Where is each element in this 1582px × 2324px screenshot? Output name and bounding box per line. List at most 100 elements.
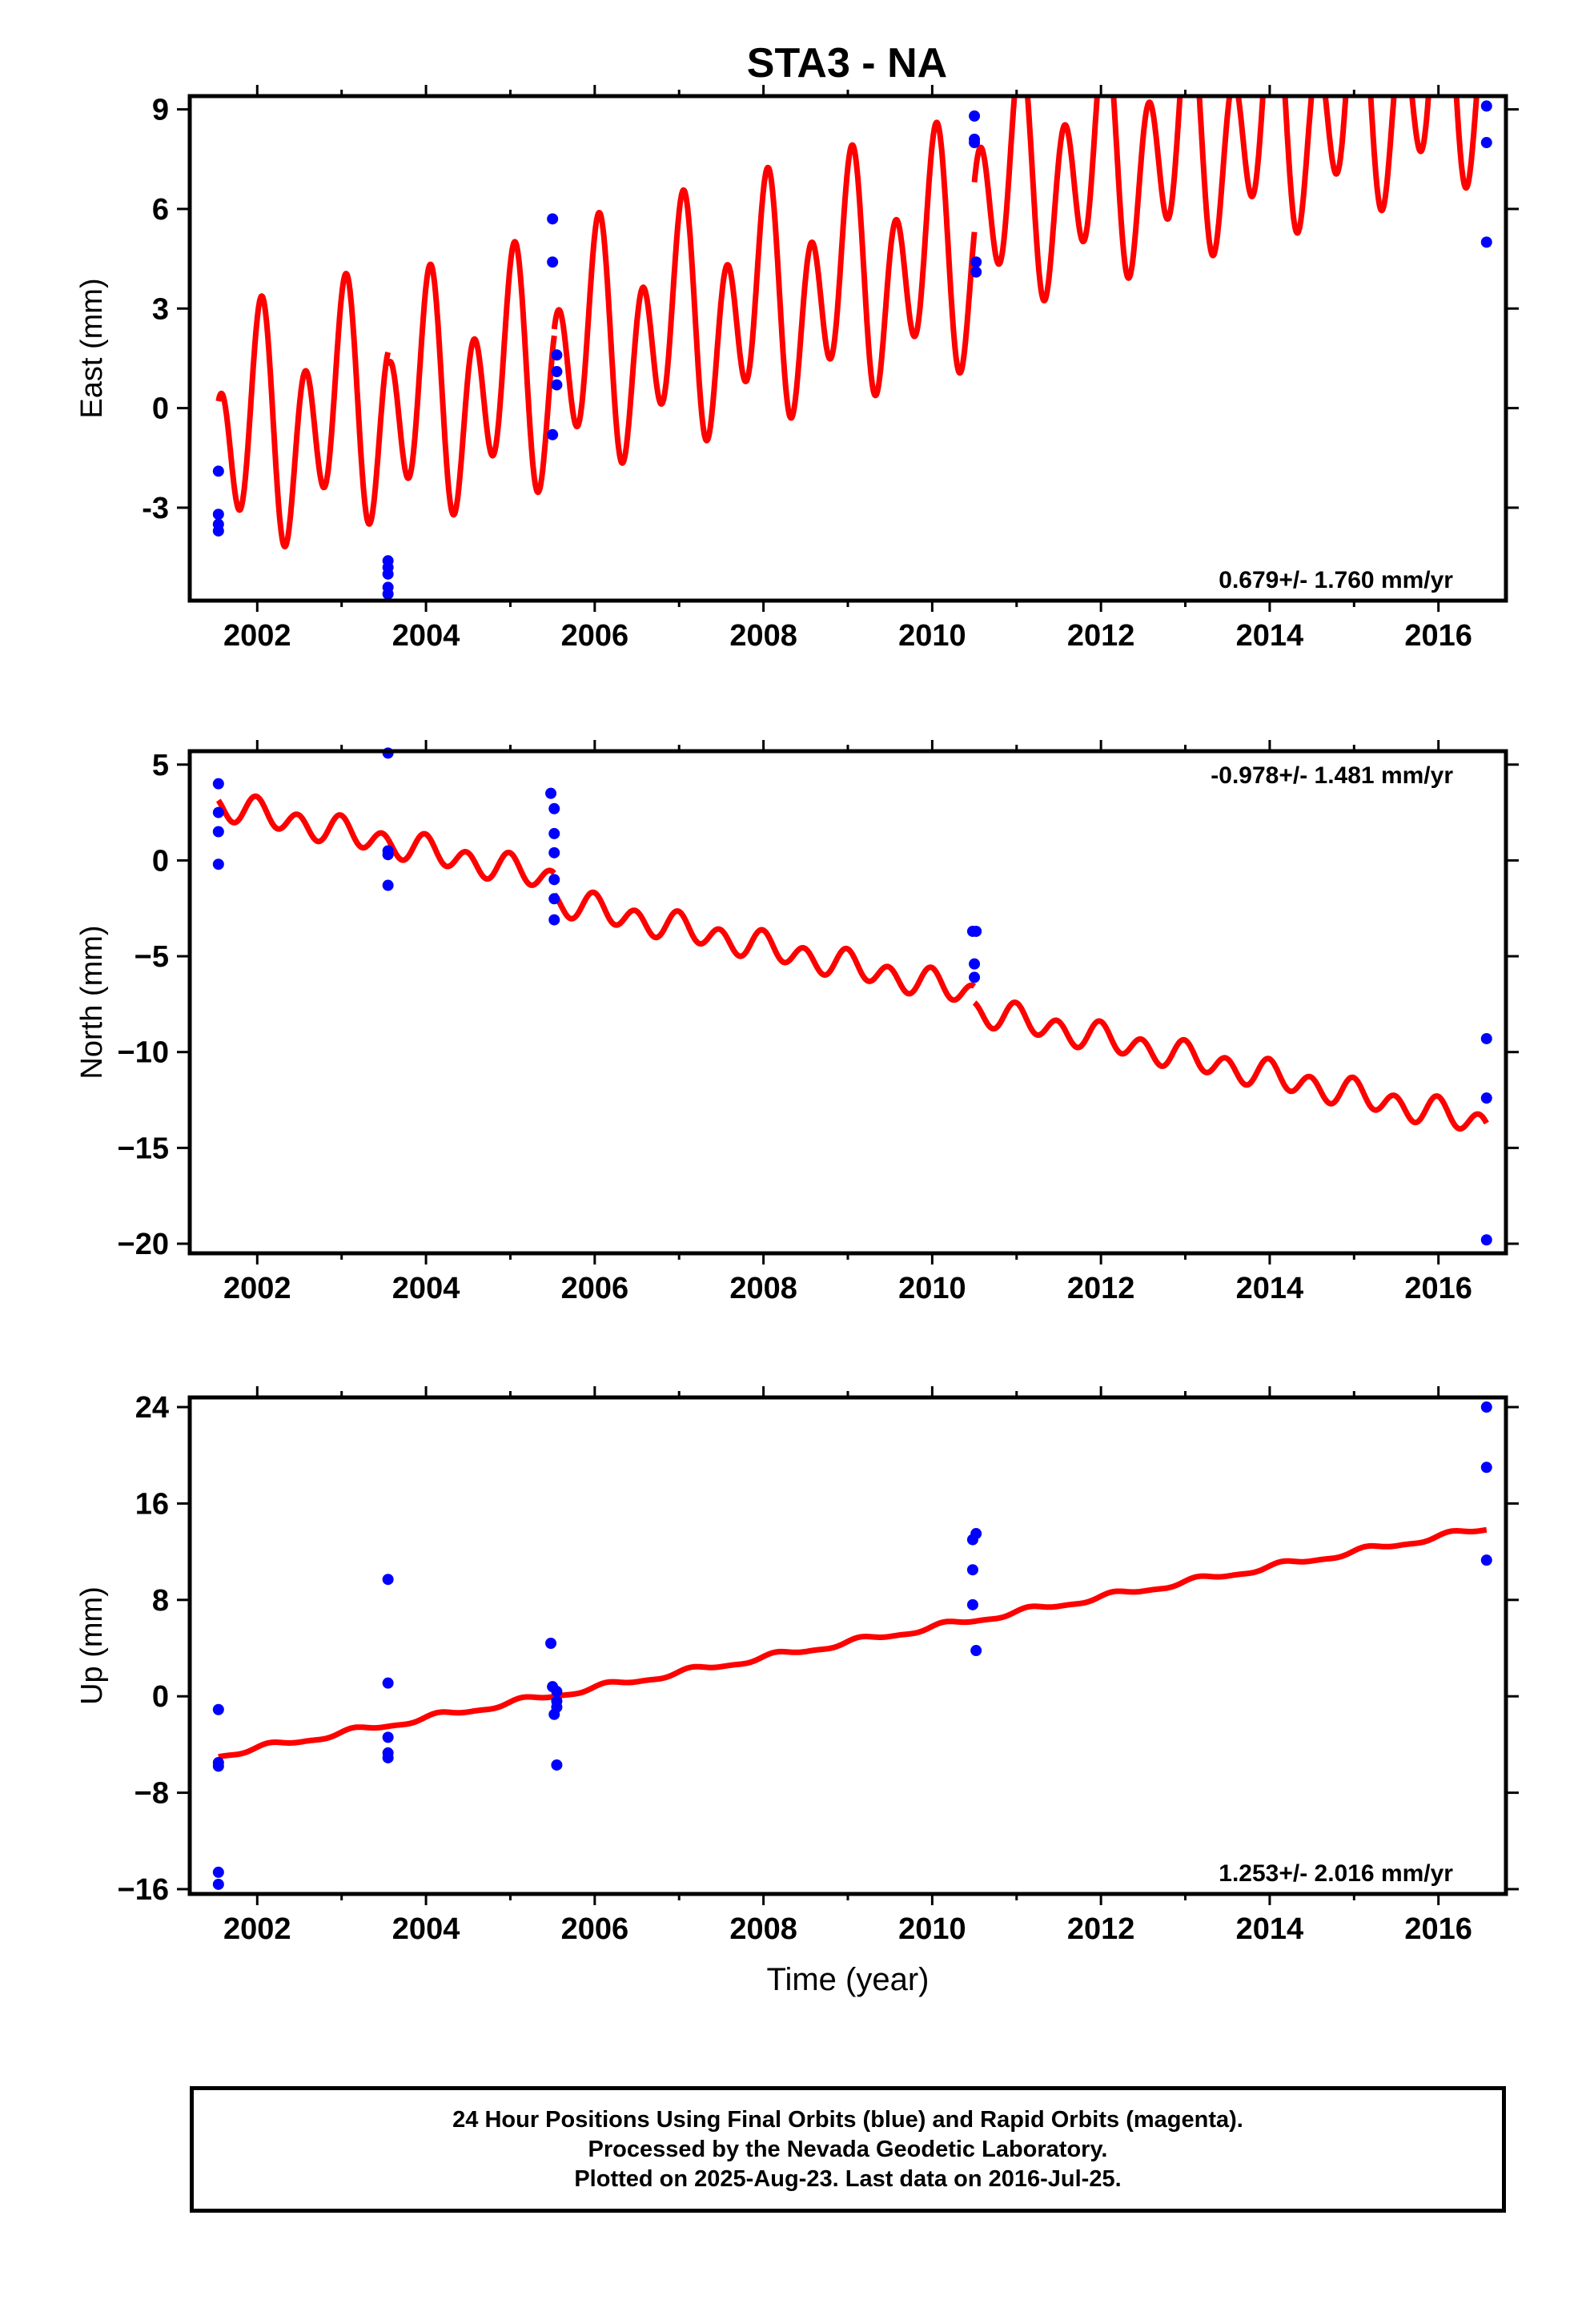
data-point bbox=[1480, 236, 1492, 248]
data-point bbox=[970, 256, 982, 268]
x-tick-label: 2014 bbox=[1236, 1272, 1304, 1305]
x-tick-label: 2008 bbox=[729, 1272, 797, 1305]
y-tick-label: -3 bbox=[142, 492, 169, 525]
east-panel: 2002 2004 2006 2008 2010 2012 2014 2016 -3 0 3 6 9 Ea… bbox=[75, 85, 1519, 653]
north-panel: 2002 2004 2006 2008 2010 2012 2014 2016 −20 −15 −1… bbox=[75, 740, 1519, 1305]
x-tick-label: 2010 bbox=[898, 619, 966, 653]
y-tick-label: 0 bbox=[152, 392, 169, 426]
x-tick-label: 2010 bbox=[898, 1912, 966, 1946]
y-tick-label: 16 bbox=[135, 1487, 169, 1521]
data-point bbox=[212, 1878, 224, 1890]
data-point bbox=[545, 1637, 557, 1649]
model-curve-segment bbox=[215, 271, 391, 550]
x-tick-label: 2016 bbox=[1404, 619, 1472, 653]
data-point bbox=[1480, 1092, 1492, 1104]
data-point bbox=[969, 958, 981, 970]
x-tick-label: 2014 bbox=[1236, 1912, 1304, 1946]
plot-frame bbox=[187, 1395, 1508, 1896]
y-tick-label: −10 bbox=[118, 1036, 169, 1070]
data-point bbox=[966, 1564, 978, 1576]
data-point bbox=[969, 971, 981, 983]
data-point bbox=[548, 893, 560, 905]
x-axis-label: Time (year) bbox=[767, 1962, 930, 1997]
up-panel: 2002 2004 2006 2008 2010 2012 2014 2016 −16 −8 0 8 1… bbox=[75, 1386, 1519, 1997]
y-tick-label: −16 bbox=[118, 1873, 169, 1907]
rate-annotation: 0.679+/- 1.760 mm/yr bbox=[1219, 567, 1453, 593]
data-point bbox=[1480, 100, 1492, 112]
x-tick-label: 2014 bbox=[1236, 619, 1304, 653]
x-tick-label: 2010 bbox=[898, 1272, 966, 1305]
footer-line-2: Processed by the Nevada Geodetic Laborat… bbox=[588, 2136, 1108, 2162]
x-tick-label: 2006 bbox=[561, 1272, 629, 1305]
data-point bbox=[970, 925, 982, 937]
y-tick-label: −20 bbox=[118, 1228, 169, 1261]
model-curve-segment bbox=[552, 889, 977, 1003]
data-point bbox=[1480, 1462, 1492, 1474]
data-point bbox=[212, 778, 224, 790]
data-point bbox=[1480, 137, 1492, 149]
x-tick-label: 2006 bbox=[561, 619, 629, 653]
data-point bbox=[212, 826, 224, 838]
data-point bbox=[545, 787, 557, 799]
data-point bbox=[551, 1759, 563, 1771]
y-tick-label: −5 bbox=[135, 940, 169, 974]
footer-caption-box: 24 Hour Positions Using Final Orbits (bl… bbox=[190, 2086, 1506, 2213]
data-point bbox=[382, 1751, 394, 1763]
data-point bbox=[551, 366, 563, 378]
data-point bbox=[969, 110, 981, 122]
data-point bbox=[212, 1703, 224, 1715]
x-tick-label: 2012 bbox=[1067, 619, 1135, 653]
data-point bbox=[212, 806, 224, 818]
y-axis-label: North (mm) bbox=[75, 925, 109, 1079]
y-tick-label: 9 bbox=[152, 94, 169, 127]
data-point bbox=[548, 914, 560, 926]
data-point bbox=[1480, 1032, 1492, 1044]
x-tick-label: 2002 bbox=[223, 619, 291, 653]
data-point bbox=[551, 1686, 563, 1698]
data-point bbox=[970, 1645, 982, 1657]
data-point bbox=[212, 1760, 224, 1772]
data-point bbox=[1480, 1401, 1492, 1413]
y-tick-label: 5 bbox=[152, 749, 169, 782]
x-tick-label: 2002 bbox=[223, 1272, 291, 1305]
data-point bbox=[966, 1534, 978, 1546]
model-curve-segment bbox=[215, 793, 391, 851]
y-tick-label: −15 bbox=[118, 1132, 169, 1165]
data-point bbox=[382, 879, 394, 891]
data-point bbox=[212, 1866, 224, 1878]
plot-frame bbox=[187, 94, 1508, 603]
data-point bbox=[382, 568, 394, 580]
x-tick-label: 2004 bbox=[392, 1912, 460, 1946]
data-point bbox=[966, 1598, 978, 1610]
data-point bbox=[212, 509, 224, 521]
data-point bbox=[212, 465, 224, 477]
data-point bbox=[548, 802, 560, 814]
data-point bbox=[382, 588, 394, 600]
data-point bbox=[1480, 1554, 1492, 1566]
data-point bbox=[548, 1708, 560, 1720]
data-point bbox=[547, 213, 559, 225]
data-point bbox=[548, 874, 560, 886]
data-point bbox=[547, 428, 559, 440]
data-point bbox=[548, 846, 560, 858]
model-curve-segment bbox=[216, 1526, 1489, 1760]
y-tick-label: 0 bbox=[152, 844, 169, 878]
x-tick-label: 2008 bbox=[729, 1912, 797, 1946]
model-curve-segment bbox=[971, 96, 1480, 304]
data-point bbox=[1480, 1234, 1492, 1246]
y-tick-label: 3 bbox=[152, 292, 169, 326]
x-tick-label: 2006 bbox=[561, 1912, 629, 1946]
x-tick-label: 2004 bbox=[392, 1272, 460, 1305]
rate-annotation: -0.978+/- 1.481 mm/yr bbox=[1211, 762, 1453, 789]
x-tick-label: 2016 bbox=[1404, 1272, 1472, 1305]
data-point bbox=[212, 858, 224, 870]
y-tick-label: −8 bbox=[135, 1777, 169, 1811]
data-point bbox=[551, 379, 563, 391]
rate-annotation: 1.253+/- 2.016 mm/yr bbox=[1219, 1860, 1453, 1887]
y-axis-label: Up (mm) bbox=[75, 1586, 109, 1705]
data-point bbox=[551, 349, 563, 361]
data-point bbox=[382, 849, 394, 861]
y-tick-label: 8 bbox=[152, 1584, 169, 1618]
footer-line-3: Plotted on 2025-Aug-23. Last data on 201… bbox=[574, 2165, 1122, 2192]
